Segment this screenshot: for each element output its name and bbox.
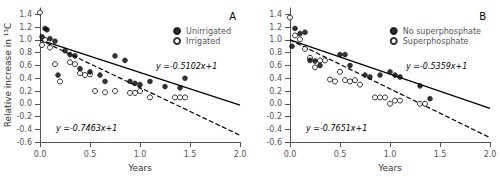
svg-text:1.0: 1.0 <box>19 35 32 44</box>
svg-text:1.2: 1.2 <box>19 23 32 32</box>
svg-text:0.0: 0.0 <box>34 150 47 159</box>
svg-text:0.6: 0.6 <box>269 61 282 70</box>
svg-text:No superphosphate: No superphosphate <box>403 27 481 36</box>
svg-text:0.2: 0.2 <box>19 87 32 96</box>
svg-text:0.2: 0.2 <box>269 87 282 96</box>
svg-text:0.6: 0.6 <box>19 61 32 70</box>
svg-text:1.4: 1.4 <box>19 10 32 19</box>
svg-text:Superphosphate: Superphosphate <box>403 37 469 46</box>
svg-text:-0.6: -0.6 <box>16 138 32 147</box>
svg-text:1.0: 1.0 <box>134 150 147 159</box>
svg-text:Years: Years <box>377 163 402 173</box>
svg-text:0.0: 0.0 <box>269 99 282 108</box>
svg-text:Relative increase in ¹³C: Relative increase in ¹³C <box>3 23 13 128</box>
svg-text:-0.4: -0.4 <box>266 125 282 134</box>
svg-text:-0.2: -0.2 <box>16 112 32 121</box>
svg-text:0.5: 0.5 <box>334 150 347 159</box>
svg-text:0.8: 0.8 <box>269 48 282 57</box>
svg-text:y =-0.7651x+1: y =-0.7651x+1 <box>305 124 367 133</box>
svg-text:-0.2: -0.2 <box>266 112 282 121</box>
svg-text:Years: Years <box>127 163 152 173</box>
svg-text:0.0: 0.0 <box>19 99 32 108</box>
svg-text:B: B <box>479 11 486 22</box>
svg-text:y =-0.7463x+1: y =-0.7463x+1 <box>55 124 117 133</box>
svg-text:0.0: 0.0 <box>284 150 297 159</box>
svg-text:1.0: 1.0 <box>384 150 397 159</box>
svg-text:1.5: 1.5 <box>434 150 447 159</box>
svg-text:0.4: 0.4 <box>19 74 32 83</box>
svg-text:0.5: 0.5 <box>84 150 97 159</box>
svg-text:0.8: 0.8 <box>19 48 32 57</box>
svg-text:1.4: 1.4 <box>269 10 282 19</box>
svg-text:2.0: 2.0 <box>484 150 497 159</box>
svg-text:Irrigated: Irrigated <box>186 37 220 46</box>
svg-text:1.2: 1.2 <box>269 23 282 32</box>
svg-text:A: A <box>229 11 236 22</box>
svg-text:Unirrigated: Unirrigated <box>186 27 231 36</box>
svg-text:1.0: 1.0 <box>269 35 282 44</box>
svg-text:-0.4: -0.4 <box>16 125 32 134</box>
svg-text:y =-0.5102x+1: y =-0.5102x+1 <box>155 62 217 71</box>
svg-text:1.5: 1.5 <box>184 150 197 159</box>
svg-text:2.0: 2.0 <box>234 150 247 159</box>
svg-text:0.4: 0.4 <box>269 74 282 83</box>
svg-text:-0.6: -0.6 <box>266 138 282 147</box>
svg-text:y =-0.5359x+1: y =-0.5359x+1 <box>405 62 467 71</box>
